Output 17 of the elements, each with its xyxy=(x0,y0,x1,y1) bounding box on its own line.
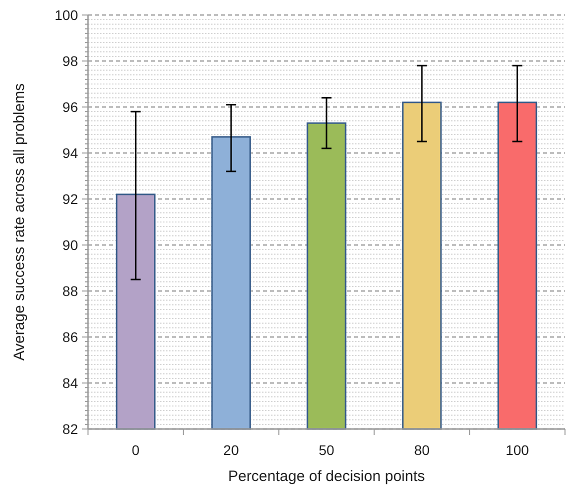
y-tick-label: 88 xyxy=(62,282,78,299)
y-axis-title: Average success rate across all problems xyxy=(11,83,28,361)
y-tick-label: 100 xyxy=(54,6,78,23)
x-axis-title: Percentage of decision points xyxy=(228,468,425,485)
y-tick-label: 82 xyxy=(62,420,78,437)
y-tick-label: 90 xyxy=(62,236,78,253)
y-tick-label: 84 xyxy=(62,374,78,391)
x-tick-label: 80 xyxy=(414,442,430,458)
x-tick-label: 100 xyxy=(506,442,530,458)
y-tick-label: 94 xyxy=(62,144,78,161)
x-tick-label: 0 xyxy=(132,442,140,458)
x-tick-label: 50 xyxy=(318,442,334,458)
y-tick-label: 92 xyxy=(62,190,78,207)
y-tick-label: 86 xyxy=(62,328,78,345)
y-tick-label: 98 xyxy=(62,52,78,69)
y-tick-label: 96 xyxy=(62,98,78,115)
x-tick-label: 20 xyxy=(223,442,240,458)
